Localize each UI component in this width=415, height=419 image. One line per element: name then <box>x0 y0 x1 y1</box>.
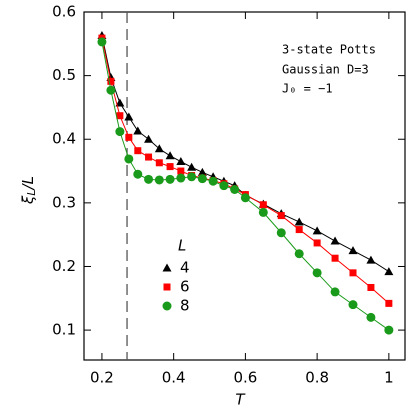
marker <box>312 226 322 235</box>
marker <box>115 98 125 107</box>
marker <box>313 239 321 247</box>
marker <box>133 169 143 179</box>
marker <box>219 181 229 191</box>
marker <box>133 126 143 135</box>
marker <box>144 134 154 143</box>
marker <box>294 249 304 259</box>
marker <box>295 226 303 234</box>
marker <box>197 167 207 176</box>
plot-frame <box>83 11 406 361</box>
marker <box>366 312 376 322</box>
annotation: Gaussian D=3 <box>282 63 369 77</box>
marker <box>258 207 268 217</box>
marker <box>366 255 376 264</box>
series-line <box>101 41 390 331</box>
marker <box>165 174 175 184</box>
y-tick-label: 0.4 <box>52 130 76 148</box>
marker <box>154 175 164 185</box>
marker <box>166 163 174 171</box>
marker <box>384 267 394 276</box>
marker <box>348 246 358 255</box>
marker <box>208 176 218 186</box>
marker <box>385 299 393 307</box>
marker <box>330 236 340 245</box>
annotation: 3-state Potts <box>282 43 376 57</box>
marker <box>294 217 304 226</box>
x-tick-label: 0.6 <box>233 369 257 387</box>
marker <box>154 144 164 153</box>
y-tick-label: 0.3 <box>52 193 76 211</box>
marker <box>276 228 286 238</box>
legend-label: 6 <box>180 278 190 296</box>
legend-label: 4 <box>180 259 190 277</box>
marker <box>176 173 186 183</box>
y-tick-label: 0.1 <box>52 321 76 339</box>
legend-marker <box>162 301 172 311</box>
marker <box>115 127 125 137</box>
marker <box>134 147 142 155</box>
legend-title: L <box>178 237 186 255</box>
marker <box>116 112 124 120</box>
series-line <box>101 37 390 304</box>
marker <box>230 184 240 194</box>
marker <box>144 174 154 184</box>
marker <box>331 254 339 262</box>
x-tick-label: 0.8 <box>305 369 329 387</box>
marker <box>187 162 197 171</box>
marker <box>155 159 163 167</box>
x-axis-label: T <box>235 391 246 409</box>
y-label-rest: /L <box>19 176 37 191</box>
marker <box>259 201 267 209</box>
legend-marker <box>162 263 172 272</box>
marker <box>187 172 197 182</box>
legend-label: 8 <box>180 297 190 315</box>
legend-marker <box>163 283 171 291</box>
y-tick-label: 0.2 <box>52 257 76 275</box>
marker <box>97 37 107 47</box>
marker <box>125 133 133 141</box>
x-tick-label: 0.4 <box>162 369 186 387</box>
marker <box>165 151 175 160</box>
marker <box>177 167 185 175</box>
marker <box>197 174 207 184</box>
marker <box>349 269 357 277</box>
marker <box>312 268 322 278</box>
y-label-symbol: ξ <box>19 195 37 205</box>
marker <box>106 85 116 95</box>
x-tick-label: 0.2 <box>90 369 114 387</box>
marker <box>277 212 285 220</box>
marker <box>107 77 115 85</box>
marker <box>348 300 358 310</box>
y-axis-label: ξL/L <box>19 176 39 205</box>
marker <box>367 283 375 291</box>
marker <box>176 157 186 166</box>
annotation: J₀ = −1 <box>282 82 333 96</box>
marker <box>124 154 134 164</box>
marker <box>330 287 340 297</box>
marker <box>384 325 394 335</box>
y-tick-label: 0.6 <box>52 3 76 21</box>
marker <box>124 112 134 121</box>
x-tick-label: 1 <box>384 369 394 387</box>
y-tick-label: 0.5 <box>52 66 76 84</box>
marker <box>240 193 250 203</box>
marker <box>145 153 153 161</box>
y-label-sub: L <box>25 189 38 195</box>
